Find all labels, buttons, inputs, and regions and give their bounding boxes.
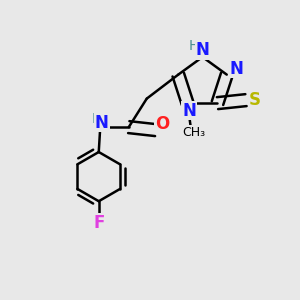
Text: N: N (182, 102, 196, 120)
Text: O: O (155, 115, 169, 133)
Text: H: H (92, 112, 102, 126)
Text: N: N (196, 41, 209, 59)
Text: N: N (230, 60, 243, 78)
Text: H: H (189, 39, 199, 52)
Text: CH₃: CH₃ (182, 126, 205, 139)
Text: F: F (93, 214, 104, 232)
Text: N: N (95, 114, 109, 132)
Text: S: S (248, 91, 260, 109)
